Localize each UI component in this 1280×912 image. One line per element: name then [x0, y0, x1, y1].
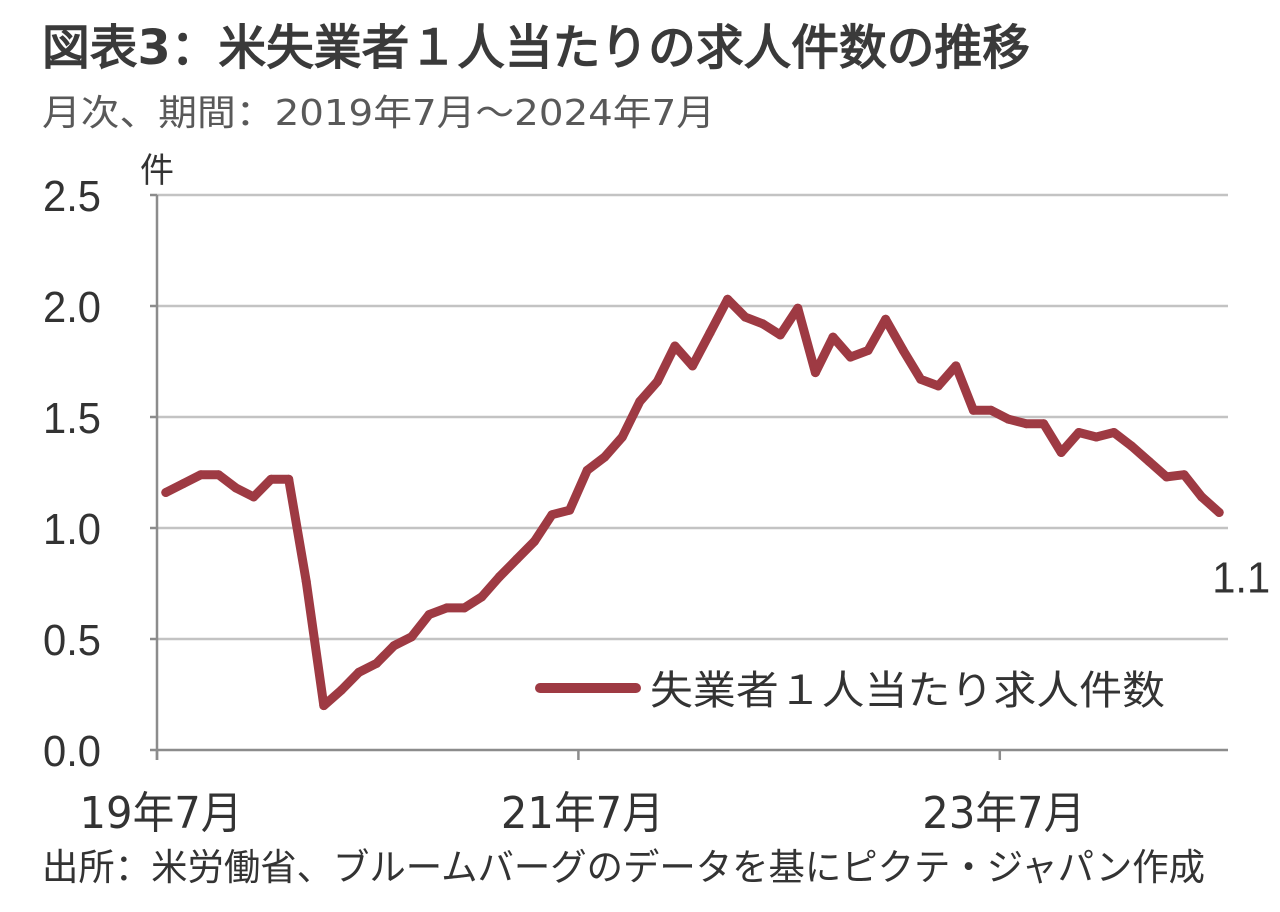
series-line	[161, 294, 1224, 711]
data-point	[1056, 448, 1066, 457]
data-point	[161, 488, 171, 497]
end-value-label: 1.1	[1212, 554, 1270, 603]
data-point	[424, 610, 434, 620]
data-point	[1214, 508, 1224, 517]
data-point	[372, 658, 381, 668]
data-point	[916, 374, 926, 384]
data-point	[600, 452, 610, 462]
data-point	[652, 377, 662, 386]
data-point	[547, 510, 557, 520]
x-tick-label: 19年7月	[80, 788, 243, 839]
y-tick-label: 2.0	[43, 283, 101, 332]
data-point	[635, 397, 645, 406]
data-point	[951, 361, 961, 371]
data-point	[810, 368, 820, 378]
data-point	[214, 470, 223, 480]
data-point	[1091, 432, 1101, 442]
data-point	[530, 536, 539, 546]
data-point	[828, 332, 838, 342]
data-point	[284, 474, 294, 484]
data-point	[1074, 428, 1084, 437]
x-ticks: 19年7月 21年7月 23年7月	[80, 750, 1085, 839]
gridlines	[150, 193, 1228, 752]
data-point	[986, 405, 996, 415]
y-tick-label: 0.0	[43, 727, 101, 776]
data-point	[968, 405, 978, 415]
data-point	[336, 685, 346, 695]
data-point	[793, 303, 803, 313]
data-point	[407, 632, 417, 642]
data-point	[1197, 492, 1207, 502]
data-point	[231, 483, 241, 493]
data-point	[1144, 456, 1154, 466]
data-point	[512, 554, 522, 564]
chart-subtitle: 月次、期間：2019年7月～2024年7月	[42, 93, 715, 134]
data-point	[881, 314, 891, 324]
data-point	[846, 352, 855, 362]
data-point	[354, 667, 364, 677]
data-point	[442, 603, 452, 613]
data-point	[1162, 472, 1171, 482]
data-point	[705, 328, 715, 338]
data-point	[196, 470, 206, 480]
data-point	[319, 701, 329, 711]
data-point	[1021, 419, 1031, 429]
data-point	[582, 465, 592, 475]
data-point	[670, 341, 680, 351]
data-point	[1039, 419, 1049, 429]
data-point	[723, 294, 733, 304]
y-tick-label: 2.5	[43, 172, 101, 221]
data-point	[1179, 470, 1189, 480]
data-point	[494, 572, 504, 582]
data-point	[617, 432, 627, 442]
data-point	[688, 361, 697, 371]
data-point	[477, 592, 487, 602]
chart-title: 図表3：米失業者１人当たりの求人件数の推移	[42, 20, 1030, 76]
data-point	[565, 505, 575, 515]
data-point	[1126, 441, 1136, 451]
y-tick-label: 0.5	[43, 616, 101, 665]
x-tick-label: 23年7月	[922, 788, 1085, 839]
data-point	[249, 492, 259, 502]
x-tick-label: 21年7月	[501, 788, 664, 839]
y-tick-labels: 0.0 0.5 1.0 1.5 2.0 2.5	[43, 172, 101, 776]
data-point	[740, 312, 750, 322]
data-point	[898, 345, 908, 355]
source-note: 出所：米労働省、ブルームバーグのデータを基にピクテ・ジャパン作成	[42, 846, 1205, 889]
data-point	[1109, 428, 1119, 437]
data-point	[775, 330, 785, 340]
data-point	[1004, 414, 1013, 424]
legend-label: 失業者１人当たり求人件数	[650, 668, 1165, 714]
y-tick-label: 1.5	[43, 394, 101, 443]
data-point	[758, 319, 768, 329]
data-point	[459, 603, 469, 613]
data-point	[863, 345, 873, 355]
data-point	[389, 641, 399, 651]
data-point	[178, 479, 188, 489]
data-point	[266, 474, 276, 484]
legend: 失業者１人当たり求人件数	[535, 668, 1165, 714]
series-group	[161, 294, 1224, 711]
data-point	[301, 576, 311, 586]
data-point	[933, 381, 943, 391]
y-tick-label: 1.0	[43, 505, 101, 554]
y-axis-unit-label: 件	[140, 151, 174, 191]
